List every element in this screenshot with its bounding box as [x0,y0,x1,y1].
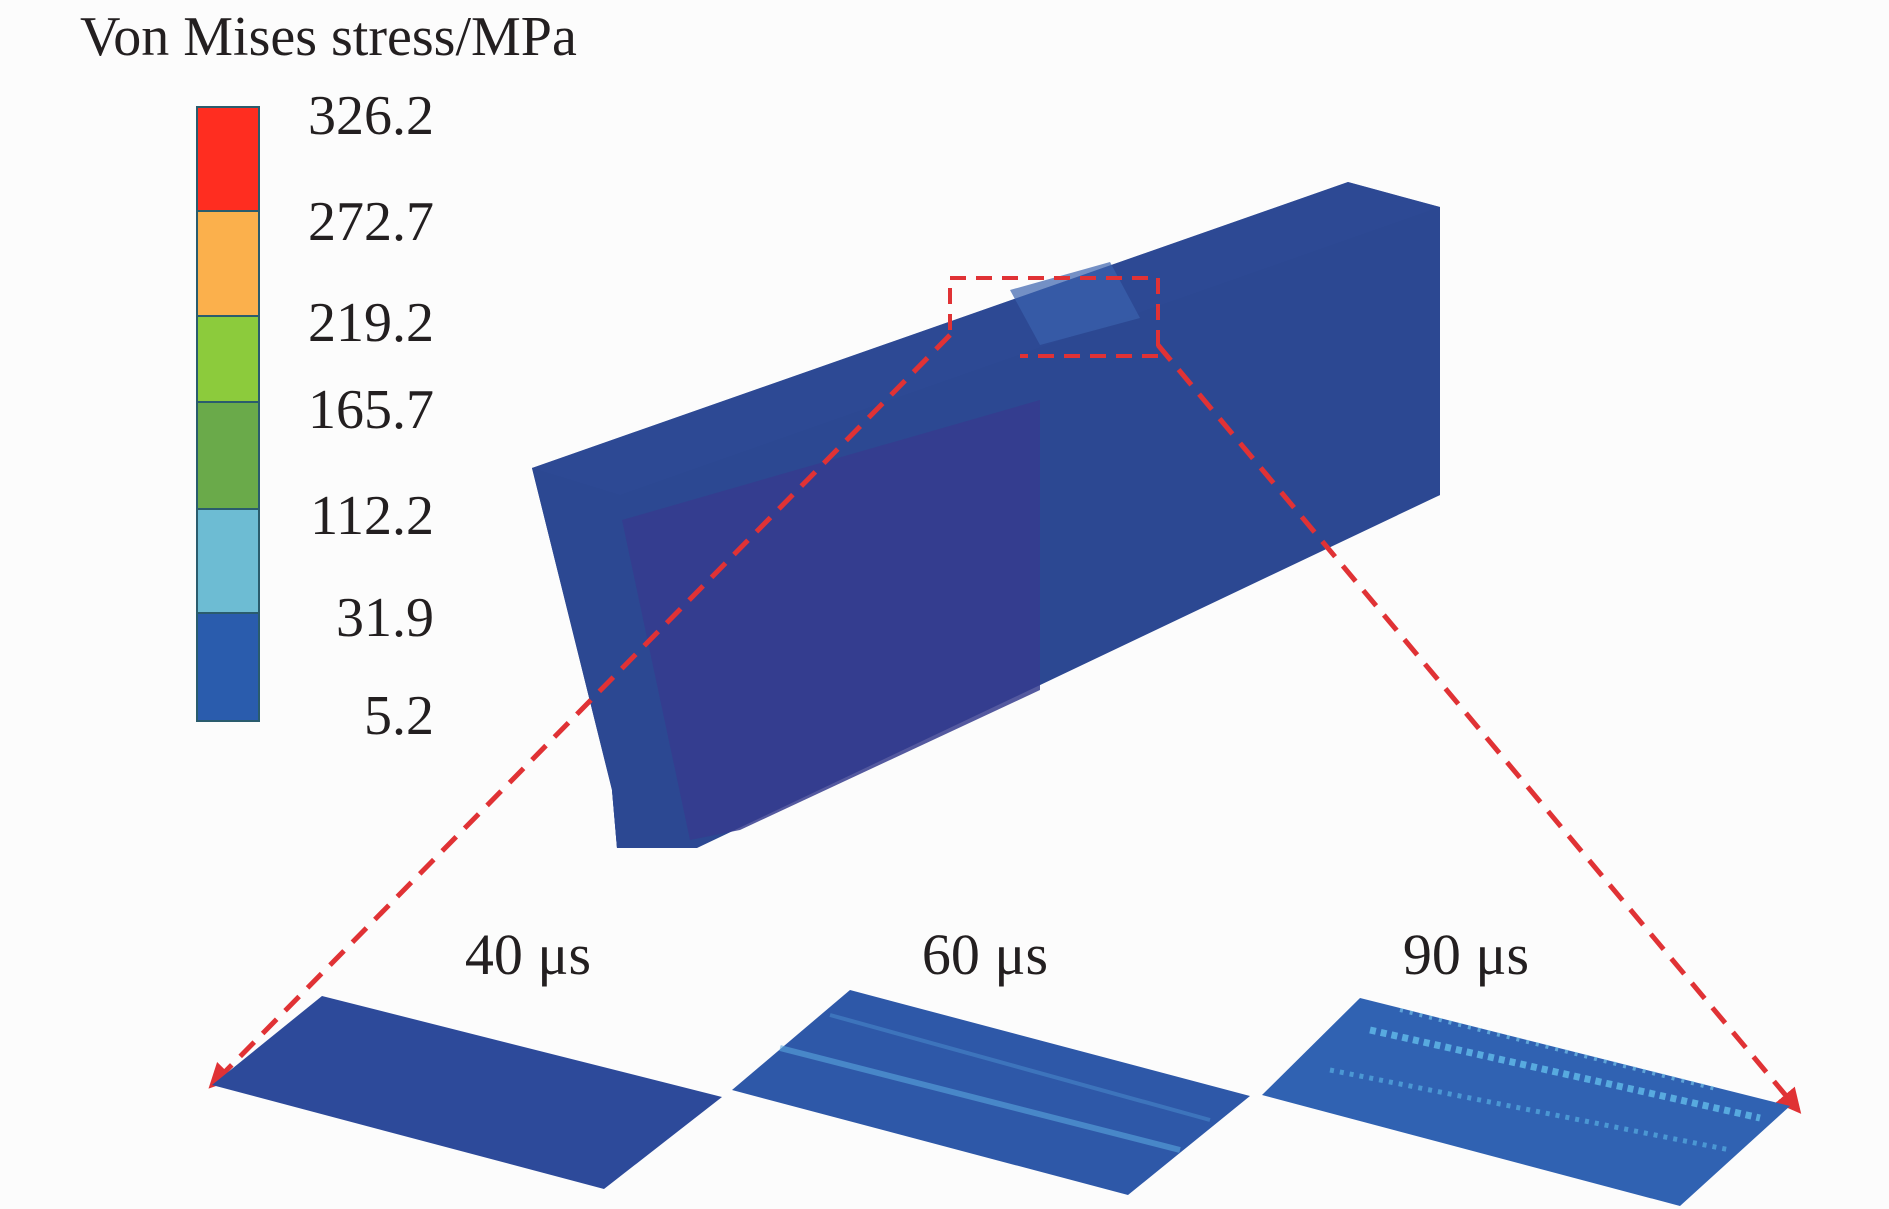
zoom-line-right [1156,343,1802,1114]
snapshot-plate-40us [212,996,722,1189]
snapshot-label-60us: 60 μs [922,922,1048,987]
snapshot-label-40us: 40 μs [465,922,591,987]
legend-band-4 [196,401,260,510]
snapshot-streak-90us-1 [1369,1026,1761,1122]
block-stress-zone [622,400,1040,840]
zoom-box [948,276,1160,358]
snapshot-streak-60us-2 [829,1013,1211,1122]
legend-band-3 [196,315,260,403]
legend-tick-2: 272.7 [308,191,434,253]
legend-tick-5: 112.2 [310,485,434,547]
legend-tick-1: 326.2 [308,85,434,147]
snapshot-60us: 60 μs [732,922,1250,1195]
color-legend: Von Mises stress/MPa 326.2 272.7 219.2 1… [80,6,577,747]
snapshot-40us: 40 μs [212,922,722,1189]
zoom-indicator [208,276,1802,1114]
snapshot-label-90us: 90 μs [1403,922,1529,987]
legend-title: Von Mises stress/MPa [80,6,577,68]
block-top-hotspot [1010,262,1140,345]
legend-ticks: 326.2 272.7 219.2 165.7 112.2 31.9 5.2 [308,85,434,747]
legend-colorbar [196,106,260,722]
legend-tick-6: 31.9 [336,587,434,649]
legend-tick-4: 165.7 [308,379,434,441]
snapshot-plate-90us [1262,998,1790,1206]
snapshot-90us: 90 μs [1262,922,1790,1206]
snapshot-plate-60us [732,990,1250,1195]
snapshot-streak-90us-2 [1329,1067,1731,1153]
legend-band-5 [196,508,260,614]
snapshot-streak-60us-1 [779,1045,1181,1153]
zoom-line-left [208,333,952,1089]
block-top-face [532,182,1440,495]
legend-band-6 [196,612,260,722]
legend-band-2 [196,210,260,317]
stress-block-3d [532,182,1440,848]
legend-tick-7: 5.2 [364,685,434,747]
legend-tick-3: 219.2 [308,292,434,354]
legend-band-1 [196,106,260,212]
